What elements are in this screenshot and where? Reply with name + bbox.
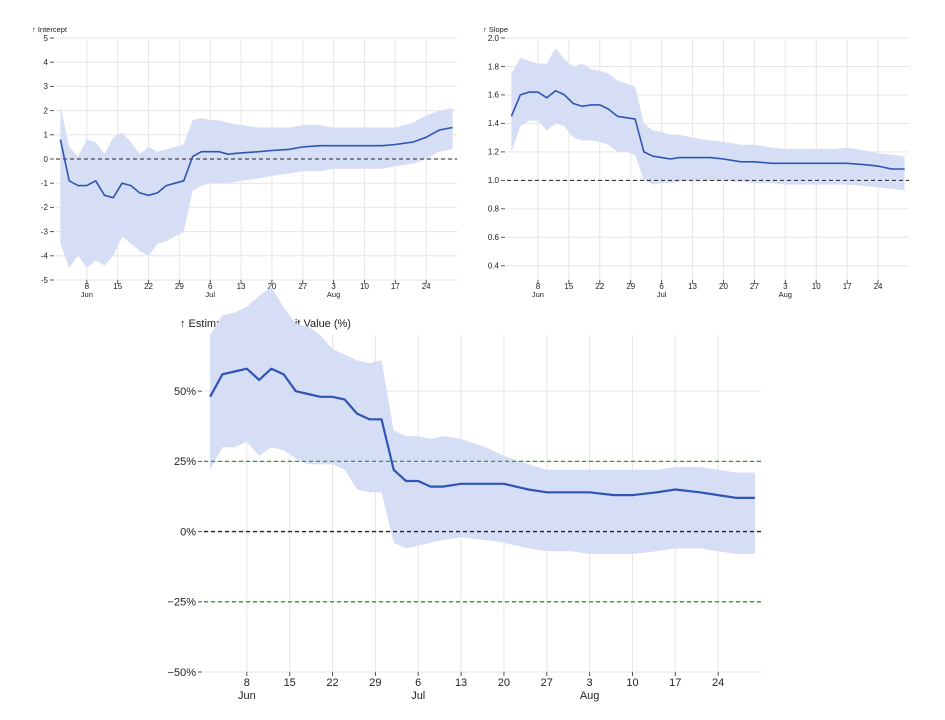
x-tick-label: 22 bbox=[595, 282, 604, 291]
y-tick-label: 1.8 bbox=[488, 62, 500, 71]
x-month-label: Jun bbox=[81, 290, 93, 299]
x-tick-label: 10 bbox=[812, 282, 821, 291]
y-tick-label: -4 bbox=[41, 252, 49, 261]
x-tick-label: 8 bbox=[536, 282, 541, 291]
x-tick-label: 20 bbox=[498, 677, 510, 689]
x-tick-label: 29 bbox=[369, 677, 381, 689]
x-tick-label: 29 bbox=[175, 282, 184, 291]
x-tick-label: 3 bbox=[783, 282, 788, 291]
y-tick-label: 50% bbox=[174, 386, 196, 398]
confidence-band bbox=[511, 48, 905, 191]
y-tick-label: 1 bbox=[44, 131, 49, 140]
y-tick-label: 3 bbox=[44, 82, 49, 91]
y-tick-label: −50% bbox=[168, 667, 197, 679]
x-tick-label: 10 bbox=[626, 677, 638, 689]
x-tick-label: 8 bbox=[244, 677, 250, 689]
y-tick-label: -5 bbox=[41, 276, 49, 285]
y-tick-label: 0.4 bbox=[488, 262, 500, 271]
y-tick-label: 2 bbox=[44, 106, 49, 115]
x-month-label: Jul bbox=[205, 290, 215, 299]
x-month-label: Aug bbox=[779, 290, 792, 299]
y-tick-label: -1 bbox=[41, 179, 49, 188]
y-tick-label: 0.8 bbox=[488, 205, 500, 214]
x-tick-label: 17 bbox=[669, 677, 681, 689]
x-month-label: Jun bbox=[238, 690, 256, 702]
confidence-band bbox=[210, 287, 755, 554]
y-tick-label: 0.6 bbox=[488, 233, 500, 242]
y-tick-label: 4 bbox=[44, 58, 49, 67]
x-tick-label: 15 bbox=[564, 282, 573, 291]
x-tick-label: 24 bbox=[712, 677, 724, 689]
x-tick-label: 15 bbox=[284, 677, 296, 689]
x-month-label: Jul bbox=[411, 690, 425, 702]
y-tick-label: 5 bbox=[44, 34, 49, 43]
x-tick-label: 24 bbox=[874, 282, 883, 291]
y-tick-label: 2.0 bbox=[488, 34, 500, 43]
x-tick-label: 6 bbox=[208, 282, 213, 291]
x-tick-label: 27 bbox=[541, 677, 553, 689]
x-tick-label: 10 bbox=[360, 282, 369, 291]
y-tick-label: 0% bbox=[180, 526, 196, 538]
x-tick-label: 3 bbox=[587, 677, 593, 689]
x-month-label: Jun bbox=[532, 290, 544, 299]
chart-title: ↑ Slope bbox=[483, 25, 508, 34]
x-tick-label: 13 bbox=[455, 677, 467, 689]
x-month-label: Jul bbox=[657, 290, 667, 299]
y-tick-label: 1.0 bbox=[488, 176, 500, 185]
x-tick-label: 17 bbox=[391, 282, 400, 291]
estimate-line bbox=[59, 126, 453, 199]
x-tick-label: 13 bbox=[688, 282, 697, 291]
x-tick-label: 22 bbox=[326, 677, 338, 689]
y-tick-label: 0 bbox=[44, 155, 49, 164]
x-tick-label: 20 bbox=[719, 282, 728, 291]
x-tick-label: 27 bbox=[750, 282, 759, 291]
x-tick-label: 6 bbox=[659, 282, 664, 291]
x-month-label: Aug bbox=[580, 690, 600, 702]
x-tick-label: 13 bbox=[237, 282, 246, 291]
estimate-line bbox=[209, 367, 755, 499]
y-tick-label: 25% bbox=[174, 456, 196, 468]
x-tick-label: 22 bbox=[144, 282, 153, 291]
chart-panel-3: ↑ Estimated Bias at Limit Value (%)−50%−… bbox=[168, 287, 761, 702]
chart-title: ↑ Intercept bbox=[32, 25, 68, 34]
x-tick-label: 8 bbox=[85, 282, 90, 291]
estimate-line bbox=[510, 89, 905, 170]
y-tick-label: 1.4 bbox=[488, 119, 500, 128]
x-tick-label: 29 bbox=[626, 282, 635, 291]
y-tick-label: 1.6 bbox=[488, 91, 500, 100]
x-tick-label: 20 bbox=[267, 282, 276, 291]
x-month-label: Aug bbox=[327, 290, 340, 299]
y-tick-label: −25% bbox=[168, 597, 197, 609]
x-tick-label: 3 bbox=[331, 282, 336, 291]
x-tick-label: 15 bbox=[113, 282, 122, 291]
x-tick-label: 6 bbox=[415, 677, 421, 689]
x-tick-label: 17 bbox=[843, 282, 852, 291]
x-tick-label: 27 bbox=[298, 282, 307, 291]
y-tick-label: 1.2 bbox=[488, 148, 500, 157]
x-tick-label: 24 bbox=[422, 282, 431, 291]
y-tick-label: -3 bbox=[41, 227, 49, 236]
y-tick-label: -2 bbox=[41, 203, 49, 212]
